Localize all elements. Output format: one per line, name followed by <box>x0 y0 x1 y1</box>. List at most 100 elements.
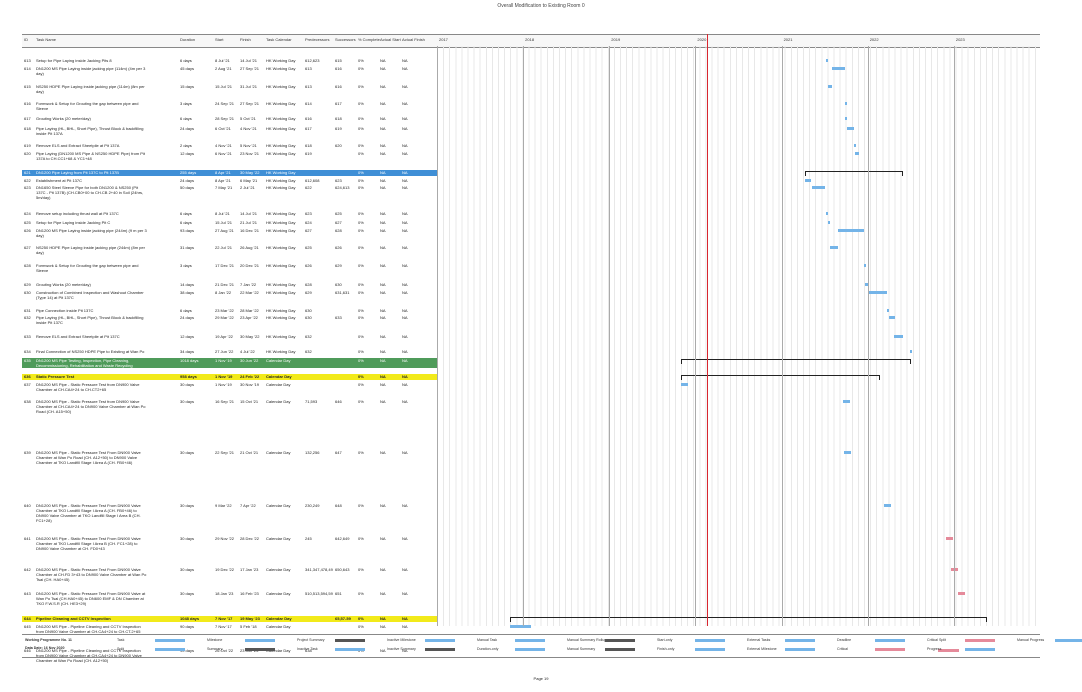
cell-succ: 650,643 <box>335 567 350 572</box>
table-row[interactable]: 626 DN1200 MS Pipe Laying inside jacking … <box>22 228 437 238</box>
table-row[interactable]: 617 Grouting Works (20 meter/day) 6 days 28… <box>22 116 437 122</box>
table-row[interactable]: 636 Static Pressure Test 958 days 1 Nov '19… <box>22 374 437 380</box>
task-bar[interactable] <box>854 144 857 147</box>
cell-af: NA <box>402 450 408 455</box>
table-row[interactable]: 629 Grouting Works (20 meter/day) 14 days 2… <box>22 282 437 288</box>
legend-swatch <box>335 639 365 642</box>
summary-bar[interactable] <box>681 375 881 380</box>
cell-cal: HK Working Day <box>266 185 296 190</box>
task-bar[interactable] <box>893 335 904 338</box>
task-bar[interactable] <box>832 67 846 70</box>
cell-pred: 617 <box>305 126 312 131</box>
cell-dur: 30 days <box>180 567 195 572</box>
task-bar[interactable] <box>938 649 960 652</box>
task-bar[interactable] <box>845 117 848 120</box>
task-bar[interactable] <box>869 291 888 294</box>
legend-item: Manual Summary <box>567 647 596 651</box>
cell-pred: 341,347,478,492 <box>305 567 333 572</box>
task-bar[interactable] <box>864 264 867 267</box>
task-bar[interactable] <box>847 127 855 130</box>
task-bar[interactable] <box>510 625 532 628</box>
table-row[interactable]: 644 Pipeline Cleaning and CCTV Inspection… <box>22 616 437 622</box>
table-row[interactable]: 619 Remove ELS and Extract Sheetpile at P… <box>22 143 437 149</box>
task-bar[interactable] <box>844 451 851 454</box>
task-bar[interactable] <box>826 212 829 215</box>
table-row[interactable]: 633 Remove ELS and Extract Sheetpile at P… <box>22 334 437 344</box>
cell-pct: 0% <box>358 503 364 508</box>
table-row[interactable]: 645 DN1200 MS Pipe - Pipeline Cleaning an… <box>22 624 437 638</box>
table-row[interactable]: 616 Formwork & Setup for Grouting the gap… <box>22 101 437 111</box>
task-bar[interactable] <box>811 186 825 189</box>
table-row[interactable]: 641 DN1200 MS Pipe - Static Pressure Test… <box>22 536 437 556</box>
table-row[interactable]: 639 DN1200 MS Pipe - Static Pressure Test… <box>22 450 437 480</box>
table-row[interactable]: 620 Pipe Laying (DN1200 MS Pipe & NS250 H… <box>22 151 437 161</box>
cell-name: Pipe Laying (HL, BHL, Short Pipe), Thrus… <box>36 315 144 325</box>
cell-name: DN1200 MS Pipe - Static Pressure Test Fr… <box>36 450 141 465</box>
task-bar[interactable] <box>829 246 838 249</box>
task-bar[interactable] <box>957 592 965 595</box>
table-row[interactable]: 631 Pipe Connection inside Pit 137C 6 days… <box>22 308 437 314</box>
table-row[interactable]: 634 Final Connection of NS250 HDPE Pipe t… <box>22 349 437 355</box>
task-bar[interactable] <box>826 59 829 62</box>
cell-start: 26 Oct '22 <box>215 648 234 653</box>
cell-finish: 16 Dec '21 <box>240 228 259 233</box>
cell-succ: 651 <box>335 591 342 596</box>
task-bar[interactable] <box>681 383 688 386</box>
table-row[interactable]: 623 DN1650 Steel Sleeve Pipe for both DN1… <box>22 185 437 200</box>
summary-bar[interactable] <box>804 171 904 176</box>
table-row[interactable]: 622 Establishment at Pit 137C 24 days 8 Apr… <box>22 178 437 184</box>
task-bar[interactable] <box>842 400 850 403</box>
legend-swatch <box>965 639 995 642</box>
task-bar[interactable] <box>946 537 954 540</box>
cell-name: Pipe Laying (HL, BHL, Short Pipe), Thrus… <box>36 126 144 136</box>
table-row[interactable]: 618 Pipe Laying (HL, BHL, Short Pipe), Th… <box>22 126 437 136</box>
table-row[interactable]: 632 Pipe Laying (HL, BHL, Short Pipe), Th… <box>22 315 437 325</box>
cell-id: 627 <box>24 245 31 250</box>
cell-pred: 638 <box>305 648 312 653</box>
table-row[interactable]: 628 Formwork & Setup for Grouting the gap… <box>22 263 437 273</box>
cell-name: Setup for Pipe Laying inside Jacking Pit… <box>36 220 111 225</box>
task-bar[interactable] <box>883 504 891 507</box>
task-bar[interactable] <box>838 229 865 232</box>
table-row[interactable]: 630 Construction of Combined Inspection a… <box>22 290 437 302</box>
task-bar[interactable] <box>909 350 912 353</box>
table-row[interactable]: 625 Setup for Pipe Laying inside Jacking … <box>22 220 437 226</box>
cell-pred: 618 <box>305 143 312 148</box>
legend-swatch <box>335 648 365 651</box>
table-row[interactable]: 637 DN1200 MS Pipe - Static Pressure Test… <box>22 382 437 392</box>
task-bar[interactable] <box>887 309 890 312</box>
table-row[interactable]: 638 DN1200 MS Pipe - Static Pressure Test… <box>22 399 437 417</box>
table-row[interactable]: 640 DN1200 MS Pipe - Static Pressure Test… <box>22 503 437 529</box>
task-bar[interactable] <box>854 152 859 155</box>
table-row[interactable]: 635 DN1200 MS Pipe Testing, Inspection, P… <box>22 358 437 368</box>
task-bar[interactable] <box>844 102 847 105</box>
task-bar[interactable] <box>827 85 832 88</box>
legend-item: Milestone <box>207 638 223 642</box>
table-row[interactable]: 643 DN1200 MS Pipe - Static Pressure Test… <box>22 591 437 609</box>
cell-as: NA <box>380 143 386 148</box>
cell-as: NA <box>380 503 386 508</box>
task-bar[interactable] <box>865 283 870 286</box>
page-number: Page 19 <box>533 676 549 681</box>
table-row[interactable]: 621 DN1200 Pipe Laying from Pit 137C to P… <box>22 170 437 176</box>
legend-data-date: Data Date: 16 Nov 2020 <box>25 646 65 650</box>
table-row[interactable]: 615 NS250 HDPE Pipe Laying inside jacking… <box>22 84 437 94</box>
task-table: 613 Setup for Pipe Laying inside Jacking … <box>22 46 438 663</box>
summary-bar[interactable] <box>510 617 987 622</box>
legend-swatch <box>965 648 995 651</box>
task-bar[interactable] <box>888 316 895 319</box>
table-row[interactable]: 613 Setup for Pipe Laying inside Jacking … <box>22 58 437 64</box>
cell-pred: 245 <box>305 536 312 541</box>
cell-name: DN1200 MS Pipe - Static Pressure Test Fr… <box>36 591 146 606</box>
table-row[interactable]: 614 DN1200 MS Pipe Laying inside jacking … <box>22 66 437 76</box>
legend-item: Task <box>117 638 125 642</box>
cell-as: NA <box>380 170 386 175</box>
cell-cal: Calendar Day <box>266 648 291 653</box>
table-row[interactable]: 624 Remove setup including thrust wall at… <box>22 211 437 217</box>
summary-bar[interactable] <box>681 359 912 364</box>
task-bar[interactable] <box>804 179 812 182</box>
table-row[interactable]: 627 NS250 HDPE Pipe Laying inside jacking… <box>22 245 437 255</box>
cell-cal: HK Working Day <box>266 315 296 320</box>
table-row[interactable]: 642 DN1200 MS Pipe - Static Pressure Test… <box>22 567 437 585</box>
task-bar[interactable] <box>827 221 830 224</box>
